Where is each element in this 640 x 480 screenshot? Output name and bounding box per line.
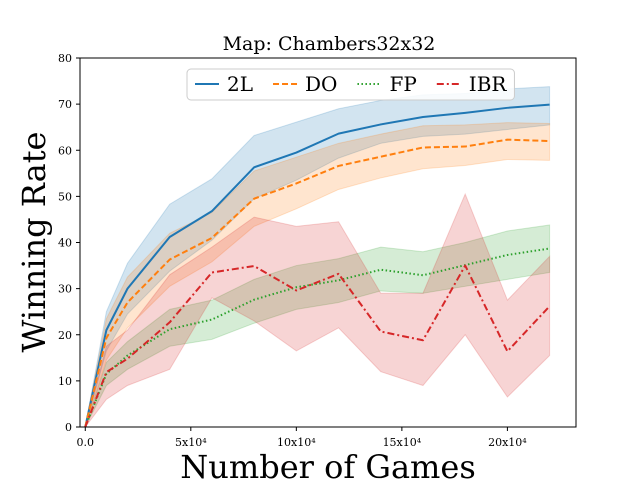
x-tick-label: 10x10⁴	[277, 436, 316, 449]
series-line-2l	[84, 103, 550, 428]
y-tick-label: 70	[58, 98, 72, 111]
x-axis-label: Number of Games	[180, 448, 475, 480]
y-tick-label: 0	[65, 421, 72, 434]
band-2l	[84, 86, 551, 428]
x-tick-label: 20x10⁴	[488, 436, 527, 449]
legend-label-fp: FP	[389, 72, 416, 96]
y-tick-label: 20	[58, 329, 72, 342]
x-tick-label: 0.0	[77, 436, 95, 449]
series-lines	[84, 103, 551, 428]
legend: 2L DO FP IBR	[186, 68, 515, 101]
legend-frame	[186, 68, 515, 101]
series-line-do	[84, 138, 550, 428]
y-tick-label: 40	[58, 237, 72, 250]
y-axis-ticks: 0 10 20 30 40 50 60 70 80	[58, 52, 80, 434]
y-axis-label: Winning Rate	[15, 132, 53, 353]
band-fp	[84, 224, 551, 428]
x-tick-label: 5x10⁴	[175, 436, 207, 449]
series-line-ibr	[84, 264, 551, 428]
band-ibr	[84, 192, 551, 428]
chart-title: Map: Chambers32x32	[223, 33, 436, 55]
y-tick-label: 60	[58, 144, 72, 157]
x-tick-label: 15x10⁴	[383, 436, 422, 449]
confidence-bands	[84, 86, 551, 428]
y-tick-label: 80	[58, 52, 72, 65]
y-tick-label: 50	[58, 190, 72, 203]
legend-label-ibr: IBR	[469, 72, 508, 96]
y-tick-label: 10	[58, 375, 72, 388]
legend-label-do: DO	[305, 72, 337, 96]
y-tick-label: 30	[58, 283, 72, 296]
legend-label-2l: 2L	[227, 72, 253, 96]
band-do	[84, 122, 551, 428]
x-axis-ticks: 0.0 5x10⁴ 10x10⁴ 15x10⁴ 20x10⁴	[77, 427, 527, 449]
